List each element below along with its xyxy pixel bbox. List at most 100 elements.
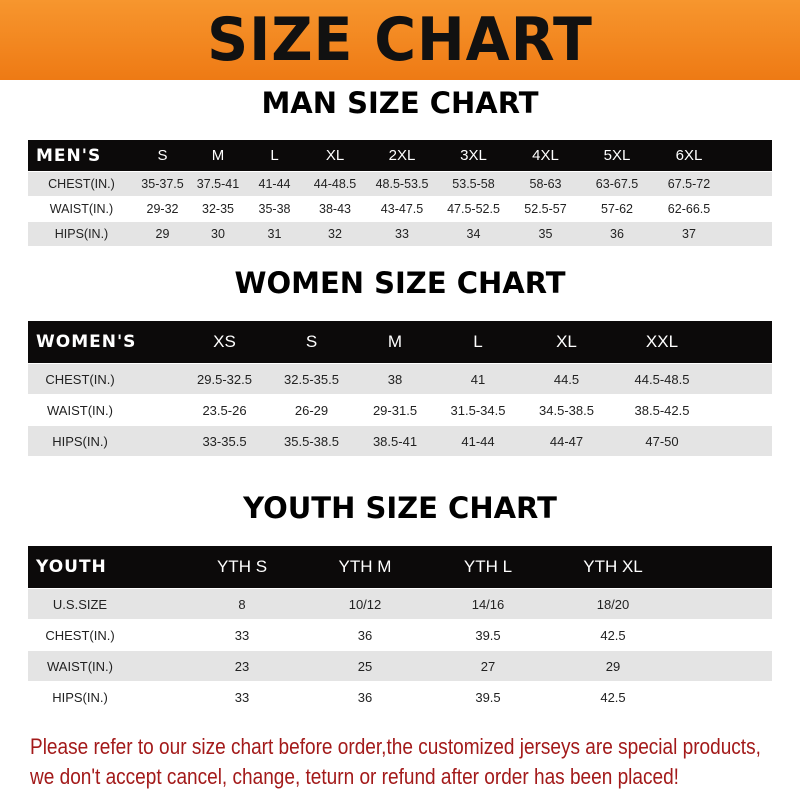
row-label: WAIST(IN.) xyxy=(47,402,113,418)
table-cell: 67.5-72 xyxy=(667,177,711,191)
table-cell: 31.5-34.5 xyxy=(450,402,506,418)
table-cell: 38-43 xyxy=(319,202,351,216)
table-cell: 47-50 xyxy=(645,433,679,449)
row-label: CHEST(IN.) xyxy=(48,177,115,191)
table-cell: 52.5-57 xyxy=(524,202,567,216)
table-cell: 39.5 xyxy=(475,689,501,705)
table-cell: 10/12 xyxy=(348,596,382,612)
women-section-title: WOMEN SIZE CHART xyxy=(234,266,566,300)
table-cell: 42.5 xyxy=(600,627,626,643)
table-cell: 26-29 xyxy=(294,402,329,418)
table-cell: 31 xyxy=(267,227,282,241)
table-cell: 44-48.5 xyxy=(313,177,357,191)
table-cell: 34 xyxy=(466,227,481,241)
table-cell: 3XL xyxy=(460,147,487,164)
table-cell: S xyxy=(305,332,318,351)
page-title: SIZE CHART xyxy=(207,5,593,75)
table-cell: YTH XL xyxy=(583,557,643,576)
table-cell: 44.5-48.5 xyxy=(634,371,690,387)
table-cell: 38 xyxy=(387,371,403,387)
table-cell: 14/16 xyxy=(471,596,505,612)
table-cell: 44.5 xyxy=(553,371,580,387)
table-cell: 36 xyxy=(610,227,624,241)
table-cell: 38.5-42.5 xyxy=(634,402,690,418)
table-cell: 38.5-41 xyxy=(372,433,418,449)
table-cell: 32.5-35.5 xyxy=(284,371,339,387)
table-cell: 62-66.5 xyxy=(667,202,711,216)
table-row: U.S.SIZE 8 10/12 14/16 18/20 xyxy=(28,589,772,619)
table-cell: 32-35 xyxy=(202,202,234,216)
table-cell: 6XL xyxy=(675,147,703,164)
table-cell: 30 xyxy=(211,227,225,241)
table-cell: 43-47.5 xyxy=(380,202,424,216)
row-label: HIPS(IN.) xyxy=(54,227,109,241)
table-cell: L xyxy=(473,332,483,351)
disclaimer-line-2: we don't accept cancel, change, teturn o… xyxy=(30,764,679,789)
table-row: HIPS(IN.) 33 36 39.5 42.5 xyxy=(28,682,772,712)
table-cell: XL xyxy=(556,332,577,351)
table-cell: 5XL xyxy=(603,147,631,164)
table-cell: 23.5-26 xyxy=(202,402,247,418)
table-row: WAIST(IN.) 23 25 27 29 xyxy=(28,651,772,681)
table-cell: YTH M xyxy=(338,557,392,576)
table-cell: 35-38 xyxy=(258,202,291,216)
table-cell: 36 xyxy=(357,689,373,705)
table-cell: 37.5-41 xyxy=(196,177,240,191)
table-cell: 58-63 xyxy=(529,177,562,191)
table-cell: 39.5 xyxy=(475,627,501,643)
row-label: WAIST(IN.) xyxy=(47,658,113,674)
table-cell: 37 xyxy=(682,227,696,241)
table-row: CHEST(IN.) 35-37.5 37.5-41 41-44 44-48.5 48.5… xyxy=(28,172,772,196)
table-row: WAIST(IN.) 29-32 32-35 35-38 38-43 43-47.5 47.… xyxy=(28,197,772,221)
table-cell: 18/20 xyxy=(596,596,630,612)
table-cell: 4XL xyxy=(532,147,559,164)
table-cell: 23 xyxy=(234,658,250,674)
youth-section-title: YOUTH SIZE CHART xyxy=(243,491,557,525)
table-cell: 25 xyxy=(357,658,373,674)
table-cell: 53.5-58 xyxy=(452,177,495,191)
row-label: CHEST(IN.) xyxy=(45,371,115,387)
table-row: CHEST(IN.) 29.5-32.5 32.5-35.5 38 41 44.5 44.5… xyxy=(28,364,772,394)
table-row: CHEST(IN.) 33 36 39.5 42.5 xyxy=(28,620,772,650)
row-label: HIPS(IN.) xyxy=(52,689,108,705)
table-cell: 33 xyxy=(395,227,409,241)
row-label: MEN'S xyxy=(36,145,102,166)
table-row: HIPS(IN.) 33-35.5 35.5-38.5 38.5-41 41-44 44-… xyxy=(28,426,772,456)
table-cell: 36 xyxy=(357,627,373,643)
disclaimer-line-1: Please refer to our size chart before or… xyxy=(30,734,761,759)
youth-size-table: YOUTH YTH S YTH M YTH L YTH XL U.S.SIZE 8 10/12… xyxy=(28,546,772,712)
table-cell: 33 xyxy=(234,627,250,643)
table-cell: 41 xyxy=(470,371,486,387)
title-banner: SIZE CHART xyxy=(0,0,800,80)
table-cell: 35.5-38.5 xyxy=(284,433,339,449)
table-cell: 44-47 xyxy=(549,433,584,449)
men-section-title: MAN SIZE CHART xyxy=(261,86,539,120)
row-label: HIPS(IN.) xyxy=(52,433,108,449)
row-label: U.S.SIZE xyxy=(52,596,108,612)
table-cell: XXL xyxy=(645,332,679,351)
table-cell: YTH S xyxy=(216,557,268,576)
table-cell: 41-44 xyxy=(258,177,291,191)
table-cell: S xyxy=(157,147,168,164)
table-cell: 29-32 xyxy=(146,202,179,216)
row-label: WOMEN'S xyxy=(36,332,137,352)
table-cell: XL xyxy=(325,147,345,164)
women-size-table: WOMEN'S XS S M L XL XXL CHEST(IN.) 29.5-32.5 32.5… xyxy=(28,321,772,456)
table-cell: XS xyxy=(213,332,236,351)
table-cell: L xyxy=(270,147,279,164)
table-cell: 48.5-53.5 xyxy=(375,177,429,191)
table-cell: 34.5-38.5 xyxy=(539,402,594,418)
table-cell: 27 xyxy=(480,658,496,674)
table-cell: 35-37.5 xyxy=(141,177,184,191)
table-cell: YTH L xyxy=(463,557,513,576)
men-size-table: MEN'S S M L XL 2XL 3XL 4XL 5XL 6XL CHEST(IN.) 35-37… xyxy=(28,140,772,246)
table-header-row: YOUTH YTH S YTH M YTH L YTH XL xyxy=(28,546,772,588)
row-label: YOUTH xyxy=(36,557,107,577)
table-cell: 33 xyxy=(234,689,250,705)
table-cell: 57-62 xyxy=(601,202,633,216)
table-cell: 29 xyxy=(155,227,170,241)
table-cell: 8 xyxy=(238,596,246,612)
table-cell: 29-31.5 xyxy=(372,402,418,418)
row-label: CHEST(IN.) xyxy=(45,627,115,643)
table-header-row: WOMEN'S XS S M L XL XXL xyxy=(28,321,772,363)
